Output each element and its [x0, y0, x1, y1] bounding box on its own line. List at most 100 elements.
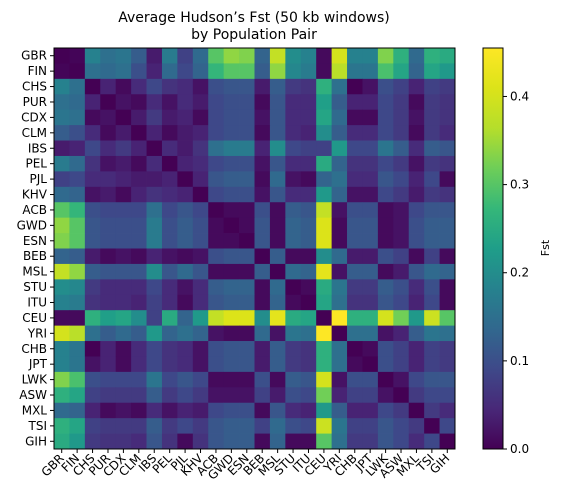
heatmap-cell-MSL-CDX	[115, 263, 132, 280]
heatmap-cell-YRI-MXL	[408, 325, 425, 342]
heatmap-cell-PEL-KHV	[192, 155, 209, 172]
heatmap-cell-ASW-CLM	[131, 387, 147, 404]
heatmap-cell-CEU-GBR	[54, 310, 70, 327]
heatmap-cell-PEL-PJL	[177, 155, 194, 172]
heatmap-cell-PEL-FIN	[69, 155, 86, 172]
heatmap-cell-CHS-ACB	[208, 78, 225, 95]
heatmap-cell-MSL-GWD	[223, 263, 240, 280]
heatmap-cell-LWK-YRI	[331, 371, 348, 388]
heatmap-cell-ASW-ASW	[393, 387, 410, 404]
heatmap-cell-STU-MSL	[269, 279, 286, 296]
heatmap-cell-LWK-ITU	[300, 371, 317, 388]
heatmap-cell-FIN-ASW	[393, 63, 410, 80]
heatmap-cell-YRI-PUR	[100, 325, 117, 342]
heatmap-cell-LWK-CDX	[115, 371, 132, 388]
heatmap-cell-ASW-FIN	[69, 387, 86, 404]
heatmap-cell-IBS-ACB	[208, 140, 225, 157]
heatmap-cell-FIN-FIN	[69, 63, 86, 80]
heatmap-cell-PEL-MXL	[408, 155, 425, 172]
heatmap-cell-TSI-ASW	[393, 418, 410, 434]
heatmap-cell-CHB-JPT	[362, 341, 379, 357]
heatmap-cell-JPT-MSL	[269, 356, 286, 373]
heatmap-cell-CEU-BEB	[254, 310, 271, 327]
heatmap-cell-JPT-GBR	[54, 356, 70, 373]
heatmap-cell-LWK-CHS	[84, 371, 101, 388]
heatmap-cell-CDX-ACB	[208, 109, 225, 126]
heatmap-cell-IBS-CHS	[84, 140, 101, 157]
heatmap-cell-CLM-KHV	[192, 125, 209, 141]
heatmap-cell-STU-LWK	[377, 279, 394, 296]
heatmap-cell-CHS-JPT	[362, 78, 379, 95]
heatmap-cell-KHV-ACB	[208, 186, 225, 203]
heatmap-cell-ITU-PJL	[177, 294, 194, 311]
heatmap-cell-MXL-LWK	[377, 402, 394, 419]
heatmap-cell-ASW-GBR	[54, 387, 70, 404]
heatmap-cell-ACB-PUR	[100, 202, 117, 219]
heatmap-cell-CEU-ASW	[393, 310, 410, 327]
heatmap-cell-CHB-FIN	[69, 341, 86, 357]
heatmap-cell-CHB-PUR	[100, 341, 117, 357]
heatmap-cell-ITU-GWD	[223, 294, 240, 311]
heatmap-cell-PUR-PUR	[100, 94, 117, 111]
heatmap-cell-CHS-GWD	[223, 78, 240, 95]
heatmap-cell-PEL-CEU	[316, 155, 333, 172]
heatmap-cell-CEU-ESN	[239, 310, 255, 327]
y-tick-label-IBS: IBS	[28, 141, 47, 155]
heatmap-cell-MSL-CEU	[316, 263, 333, 280]
heatmap-cell-LWK-LWK	[377, 371, 394, 388]
heatmap-cell-BEB-MXL	[408, 248, 425, 265]
heatmap-cell-MSL-PJL	[177, 263, 194, 280]
heatmap-cell-PUR-ACB	[208, 94, 225, 111]
heatmap-cell-CLM-PUR	[100, 125, 117, 141]
heatmap-cell-GIH-CHB	[347, 433, 363, 450]
heatmap-cell-GBR-ASW	[393, 48, 410, 64]
heatmap-cell-GBR-MXL	[408, 48, 425, 64]
heatmap-cell-GBR-ESN	[239, 48, 255, 64]
heatmap-cell-ASW-MXL	[408, 387, 425, 404]
heatmap-cell-ITU-IBS	[146, 294, 163, 311]
heatmap-cell-LWK-IBS	[146, 371, 163, 388]
heatmap-cell-CHB-GIH	[439, 341, 456, 357]
heatmap-cell-CDX-ASW	[393, 109, 410, 126]
heatmap-cell-CEU-GWD	[223, 310, 240, 327]
y-tick-label-TSI: TSI	[28, 419, 48, 433]
heatmap-cell-FIN-GWD	[223, 63, 240, 80]
heatmap-cell-CHB-CLM	[131, 341, 147, 357]
heatmap-cell-PUR-IBS	[146, 94, 163, 111]
heatmap-frame	[53, 47, 456, 450]
heatmap-cell-ESN-PEL	[161, 233, 178, 249]
heatmap-cell-PEL-ITU	[300, 155, 317, 172]
heatmap-cell-CLM-BEB	[254, 125, 271, 141]
heatmap-cell-CDX-ITU	[300, 109, 317, 126]
heatmap-cell-MSL-ACB	[208, 263, 225, 280]
heatmap-cell-PJL-KHV	[192, 171, 209, 188]
heatmap-cell-GIH-CEU	[316, 433, 333, 450]
heatmap-cell-TSI-PUR	[100, 418, 117, 434]
heatmap-cell-CLM-LWK	[377, 125, 394, 141]
heatmap-cell-PUR-CDX	[115, 94, 132, 111]
heatmap-cell-PJL-PEL	[161, 171, 178, 188]
heatmap-cell-GIH-CHS	[84, 433, 101, 450]
heatmap-cell-GBR-BEB	[254, 48, 271, 64]
heatmap-cell-PUR-CEU	[316, 94, 333, 111]
heatmap-cell-MXL-ESN	[239, 402, 255, 419]
heatmap-cell-PUR-PEL	[161, 94, 178, 111]
heatmap-cell-ASW-ESN	[239, 387, 255, 404]
heatmap-cell-IBS-ESN	[239, 140, 255, 157]
heatmap-cell-ASW-TSI	[424, 387, 440, 404]
heatmap-cell-CHB-MSL	[269, 341, 286, 357]
heatmap-cell-MXL-MXL	[408, 402, 425, 419]
heatmap-cell-ASW-IBS	[146, 387, 163, 404]
heatmap-cell-PJL-ACB	[208, 171, 225, 188]
heatmap-cell-PUR-ESN	[239, 94, 255, 111]
heatmap-cell-GWD-PEL	[161, 217, 178, 234]
heatmap-cell-PUR-BEB	[254, 94, 271, 111]
heatmap-cell-IBS-ASW	[393, 140, 410, 157]
heatmap-cell-YRI-CHS	[84, 325, 101, 342]
heatmap-cell-YRI-CHB	[347, 325, 363, 342]
heatmap-cell-JPT-BEB	[254, 356, 271, 373]
heatmap-cell-PEL-CHB	[347, 155, 363, 172]
heatmap-cell-IBS-CDX	[115, 140, 132, 157]
heatmap-cell-ITU-ASW	[393, 294, 410, 311]
